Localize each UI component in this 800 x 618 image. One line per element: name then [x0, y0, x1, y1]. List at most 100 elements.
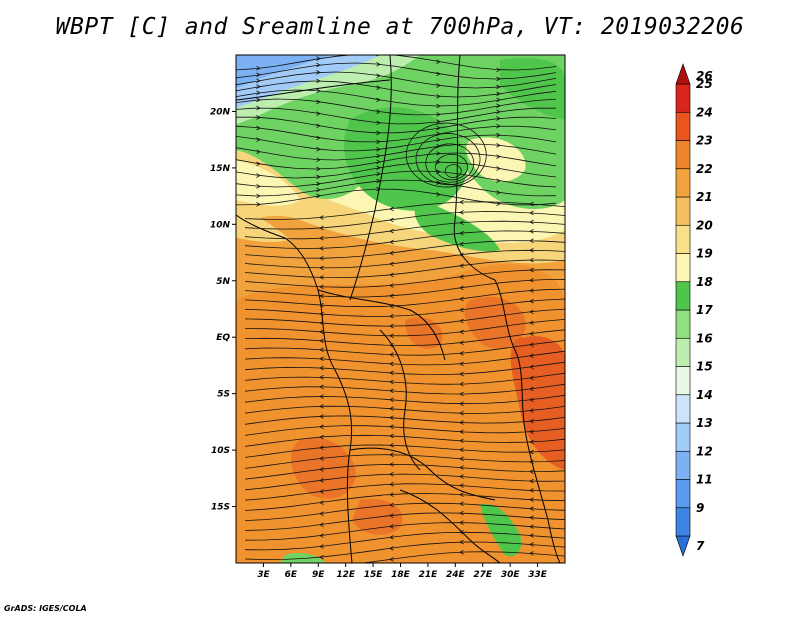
streamline-arrow [319, 414, 324, 419]
streamline-arrow [436, 125, 441, 131]
streamline-arrow [389, 370, 394, 376]
streamline-arrow [389, 442, 394, 448]
streamline-arrow [459, 474, 464, 479]
streamline-arrow [459, 340, 464, 346]
streamline-arrow [459, 210, 464, 215]
streamline-arrow [376, 178, 381, 184]
streamline-arrow [496, 132, 501, 138]
streamline-arrow [316, 88, 321, 94]
streamline-arrow [389, 406, 394, 411]
streamline-arrow [319, 302, 324, 308]
streamline [244, 522, 565, 541]
streamline-arrow [529, 267, 534, 273]
streamline-arrow [389, 502, 394, 508]
streamline-arrow [256, 97, 261, 103]
colorbar-swatch [675, 366, 691, 396]
longitude-axis: 3E 6E 9E 12E 15E 18E 21E 24E 27E 30E 33E [257, 563, 548, 580]
colorbar-label: 19 [696, 247, 713, 261]
streamline-arrow [459, 401, 464, 406]
lon-tick-label: 30E [501, 570, 521, 580]
streamline-arrow [529, 331, 534, 336]
streamline-arrow [389, 397, 394, 402]
streamline-arrow [319, 445, 324, 451]
streamline-arrow [459, 381, 464, 387]
colorbar-swatch [675, 309, 691, 339]
streamline-arrow [529, 533, 534, 538]
streamline [244, 249, 565, 269]
streamline-arrow [319, 356, 324, 362]
streamline-arrow [529, 201, 534, 207]
lon-tick-label: 9E [312, 570, 325, 580]
streamline-arrow [459, 429, 464, 434]
streamline-arrow [529, 238, 534, 243]
streamline-arrow [459, 220, 464, 225]
streamline-arrow [256, 115, 261, 120]
streamline-arrow [459, 252, 464, 258]
streamline-arrow [389, 361, 394, 367]
streamline [244, 483, 565, 501]
streamline-arrow [256, 105, 261, 111]
streamline-arrow [389, 471, 394, 477]
streamline-arrow [459, 351, 464, 356]
streamline-arrow [436, 83, 441, 88]
streamline-arrow [376, 139, 381, 144]
streamline [425, 143, 475, 183]
streamline-arrow [316, 70, 321, 75]
streamline-arrow [319, 511, 324, 516]
streamline [244, 531, 565, 551]
streamline [244, 434, 565, 447]
streamline-arrow [459, 549, 464, 555]
streamline-arrow [256, 137, 261, 142]
streamline-arrow [389, 323, 394, 329]
streamline-arrow [316, 111, 321, 116]
colorbar-label: 12 [696, 444, 713, 458]
streamline [244, 318, 565, 337]
streamline [244, 350, 565, 366]
streamline-arrow [319, 533, 324, 538]
streamline-arrow [319, 275, 324, 280]
streamline [244, 211, 565, 230]
streamline [244, 372, 565, 385]
streamline-arrow [496, 190, 501, 195]
streamline-arrow [529, 342, 534, 347]
streamline-arrow [389, 217, 394, 223]
colorbar-label: 7 [696, 539, 705, 553]
wbpt-field [236, 55, 565, 563]
streamline-arrow [529, 506, 534, 511]
streamline-arrow [459, 274, 464, 280]
colorbar-swatch [675, 281, 691, 311]
streamline-arrow [436, 143, 441, 149]
streamline-arrow [376, 85, 381, 90]
streamline-arrow [496, 67, 501, 72]
streamline-arrow [376, 97, 381, 103]
streamline-arrow [529, 288, 534, 293]
streamline-arrow [389, 388, 394, 394]
streamline-arrow [436, 137, 441, 142]
streamline-arrow [529, 320, 534, 326]
streamline [244, 444, 565, 458]
streamline [244, 463, 565, 480]
streamline-arrow [389, 452, 394, 457]
colorbar-label: 18 [696, 275, 713, 289]
lon-tick-label: 18E [391, 570, 411, 580]
streamline-arrow [319, 489, 324, 494]
lon-tick-label: 3E [257, 570, 270, 580]
streamline-arrow [496, 109, 501, 115]
streamline-arrow [376, 130, 381, 136]
streamline [244, 473, 565, 491]
streamline-arrow [529, 277, 534, 283]
streamline-arrow [376, 171, 381, 177]
streamline-arrow [319, 265, 324, 271]
streamline-arrow [389, 303, 394, 309]
streamline-arrow [319, 215, 324, 220]
streamline-arrow [496, 84, 501, 90]
streamline-arrow [529, 551, 534, 556]
streamline-arrow [459, 420, 464, 425]
streamline-arrow [459, 329, 464, 335]
streamline [405, 122, 487, 188]
lat-tick-label: 10S [211, 446, 230, 456]
streamline-arrow [459, 371, 464, 377]
streamline-arrow [376, 159, 381, 165]
streamline-arrow [319, 255, 324, 261]
